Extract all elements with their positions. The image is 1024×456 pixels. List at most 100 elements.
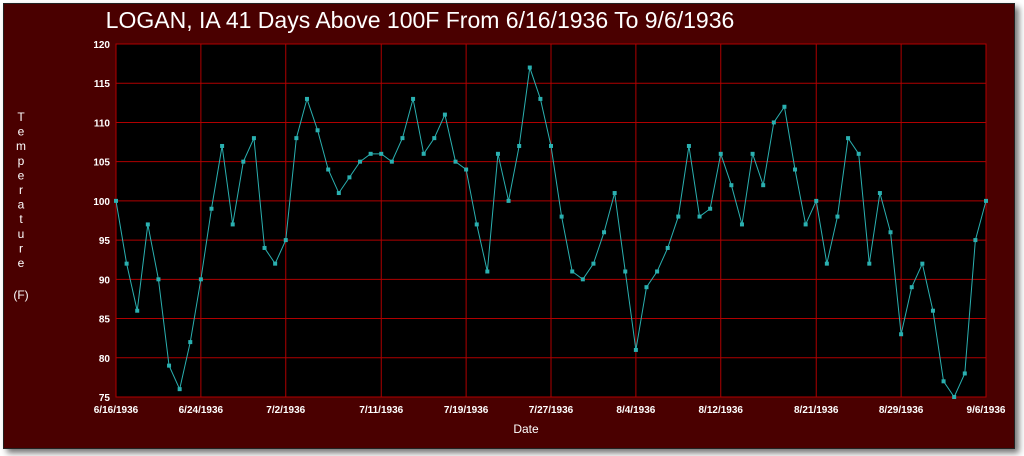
data-point [665,245,670,250]
data-point [793,167,798,172]
x-tick-label: 8/21/1936 [794,405,839,416]
data-point [549,143,553,148]
data-point [824,261,829,266]
x-tick-label: 6/24/1936 [179,405,224,416]
data-point [336,191,341,196]
data-point [464,167,469,172]
data-point [230,222,235,227]
y-axis-label-letter: e [18,125,25,139]
y-axis-label-letter: r [19,241,23,255]
data-point [771,120,776,125]
y-tick-label: 100 [93,197,110,208]
data-point [761,183,766,188]
data-point [379,151,384,156]
y-axis-label-letter: m [16,139,26,153]
data-point [559,214,564,219]
y-tick-label: 80 [99,354,111,365]
data-point [453,159,458,164]
data-point [920,261,925,266]
data-point [814,198,819,203]
data-point [612,191,617,196]
data-point [358,159,363,164]
data-point [973,238,978,243]
x-tick-label: 8/12/1936 [699,405,744,416]
x-tick-label: 7/19/1936 [444,405,489,416]
data-point [368,151,373,156]
data-point [591,261,596,266]
data-point [283,238,288,243]
y-axis-label-letter: r [19,183,23,197]
data-point [198,277,203,282]
data-point [729,183,734,188]
data-point [294,136,299,141]
x-tick-label: 7/2/1936 [266,405,305,416]
data-point [273,261,278,266]
data-point [623,269,628,274]
chart-title: LOGAN, IA 41 Days Above 100F From 6/16/1… [106,7,735,33]
data-point [867,261,872,266]
x-tick-label: 6/16/1936 [94,405,139,416]
data-point [241,159,246,164]
data-point [899,332,904,337]
data-point [644,285,649,290]
data-point [655,269,660,274]
data-point [177,387,182,392]
y-tick-label: 110 [94,118,111,129]
data-point [602,230,607,235]
data-point [517,143,522,148]
data-point [421,151,426,156]
y-axis-label-letter: p [18,154,25,168]
data-point [835,214,840,219]
y-axis-label-letter: u [18,227,25,241]
x-tick-label: 7/11/1936 [359,405,403,416]
y-axis-label-letter: a [18,198,25,212]
data-point [750,151,755,156]
data-point [846,136,851,141]
y-axis-label-letter: e [18,256,25,270]
data-point [474,222,479,227]
data-point [114,198,118,203]
data-point [570,269,575,274]
x-tick-label: 9/6/1936 [967,405,1006,416]
data-point [389,159,394,164]
data-point [909,285,914,290]
data-point [962,371,967,376]
data-point [708,206,713,211]
y-tick-label: 75 [99,393,111,404]
data-point [739,222,744,227]
x-tick-label: 8/29/1936 [879,405,924,416]
data-point [156,277,161,282]
x-tick-label: 7/27/1936 [529,405,574,416]
data-point [442,112,447,117]
data-point [527,65,532,70]
y-axis-unit: (F) [13,288,28,302]
data-point [952,395,957,399]
y-axis-ticks: 75 80 85 90 95 100 105 110 115 120 [93,40,110,404]
y-tick-label: 115 [94,79,111,90]
data-point [209,206,214,211]
x-tick-label: 8/4/1936 [616,405,655,416]
data-point [888,230,893,235]
y-axis-label-letter: e [18,168,25,182]
data-point [877,191,882,196]
data-point [135,308,140,313]
data-point [432,136,437,141]
data-point [506,198,511,203]
data-point [856,151,861,156]
data-point [251,136,256,141]
data-point [580,277,585,282]
data-point [220,143,225,148]
data-point [326,167,331,172]
data-point [124,261,129,266]
data-point [188,340,193,345]
data-point [347,175,352,180]
y-axis-label-letter: T [17,110,25,124]
data-point [686,143,691,148]
y-tick-label: 90 [99,275,111,286]
data-point [941,379,946,384]
data-point [782,104,787,109]
data-point [538,96,543,101]
data-point [167,363,172,368]
